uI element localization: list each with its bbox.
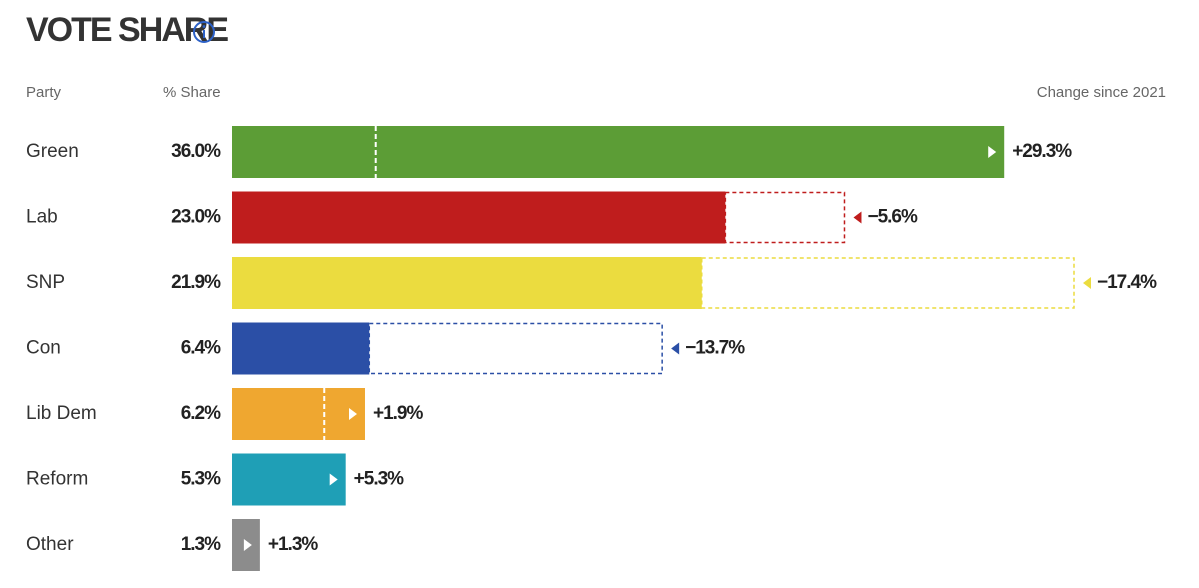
share-label: 36.0% [171, 141, 221, 162]
change-arrow [853, 211, 862, 224]
info-icon[interactable] [193, 21, 215, 43]
chart-title: VOTE SHARE [26, 11, 228, 49]
party-header: Party [26, 84, 62, 101]
change-label: +29.3% [1012, 141, 1072, 162]
share-header: % Share [163, 84, 221, 101]
bar [232, 453, 346, 506]
share-label: 6.4% [181, 338, 221, 359]
share-label: 1.3% [181, 534, 221, 555]
party-label: Lib Dem [26, 403, 97, 424]
bar [232, 126, 1005, 178]
party-label: Lab [26, 207, 58, 228]
change-label: +5.3% [354, 469, 405, 490]
change-arrow [348, 408, 357, 420]
change-header: Change since 2021 [1037, 84, 1166, 101]
change-arrow [243, 539, 252, 551]
change-arrow [1083, 277, 1091, 289]
change-label: −13.7% [685, 338, 745, 359]
change-label: +1.3% [268, 534, 319, 555]
party-label: Con [26, 338, 61, 359]
change-arrow [988, 146, 997, 158]
share-label: 5.3% [181, 469, 221, 490]
change-arrow [671, 342, 680, 355]
party-label: SNP [26, 272, 65, 293]
party-label: Green [26, 141, 79, 162]
party-label: Reform [26, 469, 88, 490]
change-label: −5.6% [867, 207, 918, 228]
share-label: 21.9% [171, 272, 221, 293]
bar [232, 322, 370, 375]
change-arrow [329, 473, 338, 486]
previous-outline [368, 322, 663, 375]
bar [232, 257, 702, 309]
previous-outline [701, 257, 1075, 309]
bar [232, 388, 365, 440]
share-label: 6.2% [181, 403, 221, 424]
share-label: 23.0% [171, 207, 221, 228]
bar [232, 191, 726, 244]
previous-outline [724, 191, 846, 244]
party-label: Other [26, 534, 74, 555]
change-label: −17.4% [1097, 272, 1157, 293]
change-label: +1.9% [373, 403, 424, 424]
